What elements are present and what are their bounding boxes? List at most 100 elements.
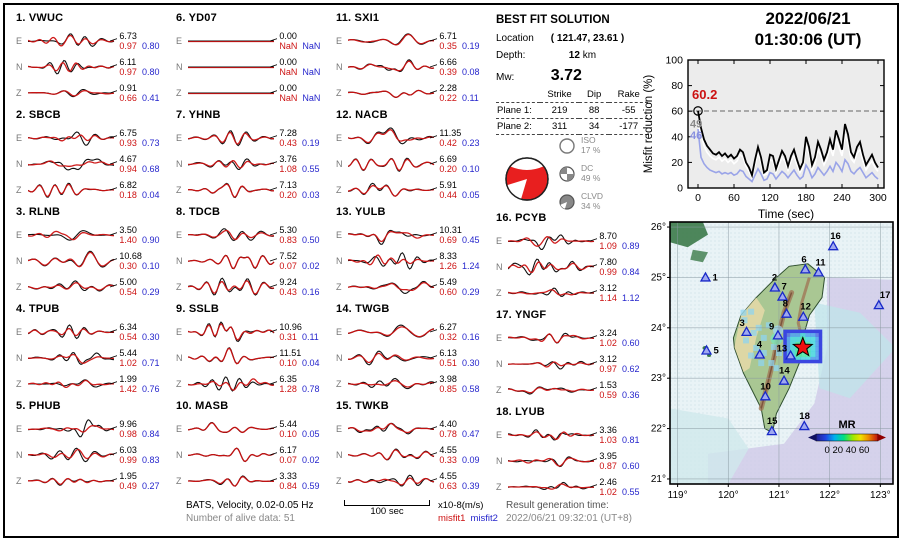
misfit2-value: 0.90 <box>141 235 160 245</box>
channel-row: Z 0.91 0.66 0.41 <box>16 80 174 106</box>
misfit1-value: 1.02 <box>119 358 137 368</box>
misfit1-value: 0.94 <box>119 164 137 174</box>
mw-value: 3.72 <box>550 67 582 84</box>
plane2-strike: 311 <box>540 118 579 135</box>
channel-row: Z 5.91 0.44 0.05 <box>336 177 494 203</box>
channel-row: N 10.68 0.30 0.10 <box>16 248 174 274</box>
amplitude-value: 4.55 <box>439 445 457 455</box>
figure-border <box>3 3 899 538</box>
station-block: 14. TWGB E 6.27 0.32 0.16 N 6.13 0.51 0.30 Z 3.98 0… <box>336 303 494 400</box>
waveform-plot <box>187 254 278 270</box>
channel-row: Z 2.28 0.22 0.11 <box>336 80 494 106</box>
channel-row: E 6.27 0.32 0.16 <box>336 319 494 345</box>
misfit1-value: 0.31 <box>279 332 297 342</box>
channel-label: Z <box>16 88 22 98</box>
channel-row: Z 3.33 0.84 0.59 <box>176 468 334 494</box>
station-header: 2. SBCB <box>16 109 61 121</box>
channel-label: E <box>16 230 23 240</box>
station-header: 16. PCYB <box>496 212 547 224</box>
channel-row: N 0.00 NaN NaN <box>176 54 334 80</box>
channel-values: 3.12 1.14 1.12 <box>599 283 654 303</box>
amplitude-value: 0.00 <box>279 57 297 67</box>
amplitude-value: 6.71 <box>439 31 457 41</box>
svg-text:100: 100 <box>665 55 683 67</box>
waveform-column-3: 11. SXI1 E 6.71 0.35 0.19 N 6.66 0.39 0.08 Z 2.28 0… <box>336 12 494 497</box>
result-generation-time: Result generation time: 2022/06/21 09:32… <box>506 499 632 525</box>
channel-row: E 3.36 1.03 0.81 <box>496 422 654 448</box>
best-fit-solution-panel: BEST FIT SOLUTION Location ( 121.47, 23.… <box>496 14 654 212</box>
map-station-marker <box>873 299 885 310</box>
station-header: 12. NACB <box>336 109 388 121</box>
misfit2-value: 0.11 <box>461 93 479 103</box>
misfit1-value: 0.39 <box>439 67 457 77</box>
channel-row: Z 0.00 NaN NaN <box>176 80 334 106</box>
svg-text:119°: 119° <box>668 490 688 501</box>
svg-text:60: 60 <box>671 106 683 118</box>
misfit1-value: 0.97 <box>599 364 617 374</box>
channel-row: N 3.95 0.87 0.60 <box>496 448 654 474</box>
map-station-marker <box>797 310 809 321</box>
channel-label: N <box>16 159 23 169</box>
channel-row: Z 6.35 1.28 0.78 <box>176 371 334 397</box>
misfit1-legend: misfit1 <box>438 513 466 524</box>
map-station-number: 7 <box>782 282 787 293</box>
waveform-plot <box>27 379 118 389</box>
waveform-plot <box>187 130 278 147</box>
amplitude-value: 3.24 <box>599 328 617 338</box>
misfit2-value: 0.59 <box>301 481 320 491</box>
result-time-value: 2022/06/21 09:32:01 (UT+8) <box>506 513 632 524</box>
misfit1-value: 0.51 <box>439 358 457 368</box>
channel-values: 9.96 0.98 0.84 <box>119 419 174 439</box>
amplitude-value: 7.52 <box>279 251 297 261</box>
map-station-marker <box>700 344 713 355</box>
misfit1-value: 1.40 <box>119 235 137 245</box>
svg-text:22°: 22° <box>651 424 666 435</box>
station-block: 18. LYUB E 3.36 1.03 0.81 N 3.95 0.87 0.60 Z 2.46 1… <box>496 406 654 503</box>
channel-label: E <box>336 133 343 143</box>
waveform-plot <box>27 230 118 241</box>
waveform-plot <box>347 422 438 435</box>
misfit1-value: 0.44 <box>439 190 457 200</box>
svg-text:0: 0 <box>677 183 683 195</box>
misfit1-value: 0.93 <box>119 138 137 148</box>
map-station-number: 8 <box>783 299 788 310</box>
channel-values: 8.70 1.09 0.89 <box>599 231 654 251</box>
channel-row: Z 7.13 0.20 0.03 <box>176 177 334 203</box>
misfit2-value: 0.11 <box>301 332 319 342</box>
amplitude-value: 3.76 <box>279 154 297 164</box>
channel-values: 7.80 0.99 0.84 <box>599 257 654 277</box>
amplitude-value: 1.99 <box>119 374 137 384</box>
misfit1-value: 0.59 <box>599 390 617 400</box>
focal-mechanism-beachball-icon <box>505 157 549 201</box>
dip-header: Dip <box>578 87 610 103</box>
channel-label: E <box>336 327 343 337</box>
amplitude-value: 2.28 <box>439 83 457 93</box>
waveform-plot <box>27 158 118 171</box>
channel-values: 6.66 0.39 0.08 <box>439 57 494 77</box>
channel-values: 2.28 0.22 0.11 <box>439 83 494 103</box>
misfit2-value: 0.84 <box>621 267 640 277</box>
waveform-plot <box>187 64 278 69</box>
channel-label: Z <box>336 379 342 389</box>
misfit2-value: 0.36 <box>621 390 640 400</box>
channel-values: 1.99 1.42 0.76 <box>119 374 174 394</box>
channel-values: 3.36 1.03 0.81 <box>599 425 654 445</box>
depth-value: 12 <box>568 50 580 61</box>
waveform-plot <box>347 229 438 246</box>
map-station-marker <box>785 349 797 360</box>
event-datetime-title: 2022/06/21 01:30:06 (UT) <box>712 8 902 50</box>
misfit2-value: 0.23 <box>461 138 480 148</box>
station-header: 3. RLNB <box>16 206 61 218</box>
misfit1-value: NaN <box>279 93 298 103</box>
channel-values: 1.95 0.49 0.27 <box>119 471 174 491</box>
clvd-percent: 34 % <box>581 200 601 211</box>
misfit1-value: 0.99 <box>599 267 617 277</box>
svg-text:120: 120 <box>761 192 779 204</box>
misfit2-value: 0.83 <box>141 455 160 465</box>
waveform-plot <box>347 448 438 461</box>
station-block: 15. TWKB E 4.40 0.78 0.47 N 4.55 0.33 0.09 Z 4.55 0… <box>336 400 494 497</box>
channel-values: 4.55 0.33 0.09 <box>439 445 494 465</box>
misfit2-value: 0.41 <box>141 93 160 103</box>
amplitude-value: 6.82 <box>119 180 137 190</box>
